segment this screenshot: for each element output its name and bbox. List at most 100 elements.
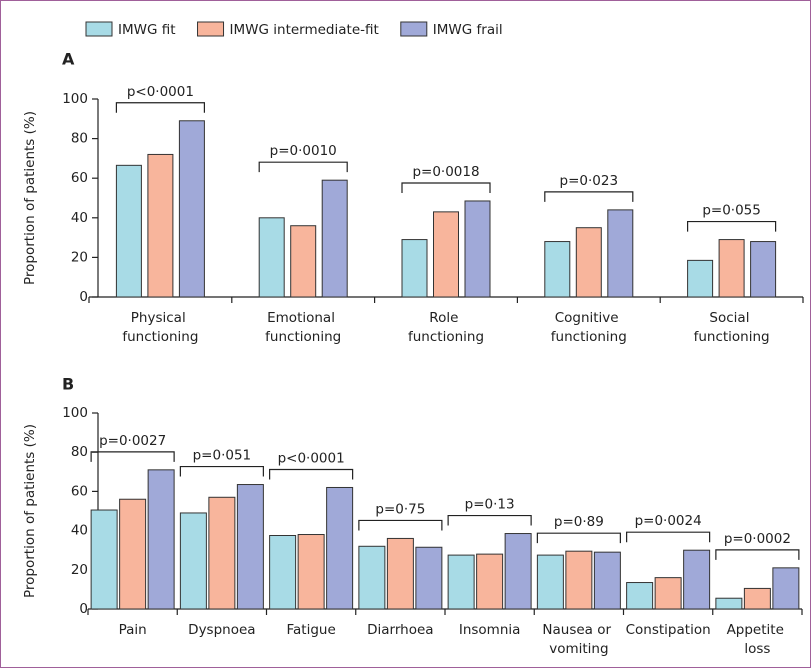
significance-bracket [179,465,264,477]
bar [687,259,714,298]
y-tick-label: 20 [71,249,88,265]
x-tick-label: Emotional functioning [265,310,341,345]
significance-bracket [258,161,348,173]
y-tick-label: 100 [62,405,88,421]
bar [147,153,174,298]
p-value: p=0·051 [193,448,252,464]
bar [401,239,428,298]
significance-bracket [115,102,205,113]
y-tick-label: 100 [62,91,88,107]
significance-bracket [626,531,711,543]
legend-swatch [197,21,225,37]
bar [743,587,771,610]
bar [297,534,325,610]
legend-label: IMWG frail [433,22,503,38]
bar [269,535,297,610]
p-value: p=0·0018 [412,164,479,180]
significance-bracket [536,532,621,544]
p-value: p<0·0001 [127,84,194,100]
x-tick-label: Physical functioning [122,310,198,345]
p-value: p<0·0001 [278,450,345,466]
significance-bracket [90,451,175,462]
p-value: p=0·0010 [270,143,337,159]
y-tick-label: 20 [71,562,88,578]
bar [544,241,571,298]
bar [715,597,743,610]
p-value: p=0·89 [554,514,604,530]
y-tick-label: 60 [71,483,88,499]
significance-bracket [358,519,443,531]
legend-label: IMWG intermediate-fit [230,22,379,38]
bar [504,533,532,610]
x-tick-label: Fatigue [286,622,335,638]
x-tick-label: Social functioning [694,310,770,345]
p-value: p=0·023 [560,173,619,189]
x-tick-label: Insomnia [459,622,521,638]
p-value: p=0·0002 [724,531,791,547]
significance-bracket [715,549,800,560]
x-tick-label: Constipation [626,622,711,638]
x-tick-label: Nausea or vomiting [542,622,615,657]
y-tick-label: 80 [71,444,88,460]
bar [476,553,504,610]
bar [433,211,459,298]
x-tick-label: Diarrhoea [367,622,433,638]
bar [750,241,777,298]
bar [447,554,475,610]
x-tick-label: Pain [119,622,147,638]
panel-label: A [62,50,75,69]
significance-bracket [447,514,532,526]
significance-bracket [687,220,777,232]
y-tick-label: 40 [71,523,88,539]
bar [626,582,654,610]
y-axis-label: Proportion of patients (%) [22,424,38,598]
p-value: p=0·055 [702,203,761,219]
p-value: p=0·75 [375,501,425,517]
y-tick-label: 0 [79,289,88,305]
panel-label: B [62,375,74,394]
legend-label: IMWG fit [118,22,176,38]
significance-bracket [269,468,354,480]
bar [326,486,354,610]
y-axis-label: Proportion of patients (%) [22,111,38,285]
bar [258,217,285,298]
significance-bracket [544,191,634,202]
bar [208,496,236,610]
bar [90,509,118,610]
bar [178,120,205,298]
significance-bracket [401,182,491,193]
bar [575,227,602,298]
bar [290,225,317,298]
bar [718,239,745,298]
y-tick-label: 40 [71,210,88,226]
bar [565,550,593,610]
p-value: p=0·13 [465,497,515,513]
bar [464,200,491,298]
bar [119,498,147,610]
bar [321,179,348,298]
bar [772,567,800,610]
legend-swatch [400,21,428,37]
bar [683,549,711,610]
y-tick-label: 60 [71,170,88,186]
bar [147,469,175,610]
bar [179,512,207,610]
legend-swatch [85,21,113,37]
bar [236,484,264,610]
x-tick-label: Role functioning [408,310,484,345]
p-value: p=0·0027 [99,433,166,449]
bar [386,537,414,610]
x-tick-label: Appetite loss [727,622,789,657]
x-tick-label: Cognitive functioning [551,310,627,345]
y-tick-label: 0 [79,601,88,617]
bar [115,164,142,298]
bar [593,551,621,610]
bar [607,209,634,298]
x-tick-label: Dyspnoea [188,622,255,638]
bar [654,577,682,610]
bar [536,554,564,610]
bar [358,545,386,610]
p-value: p=0·0024 [635,513,702,529]
